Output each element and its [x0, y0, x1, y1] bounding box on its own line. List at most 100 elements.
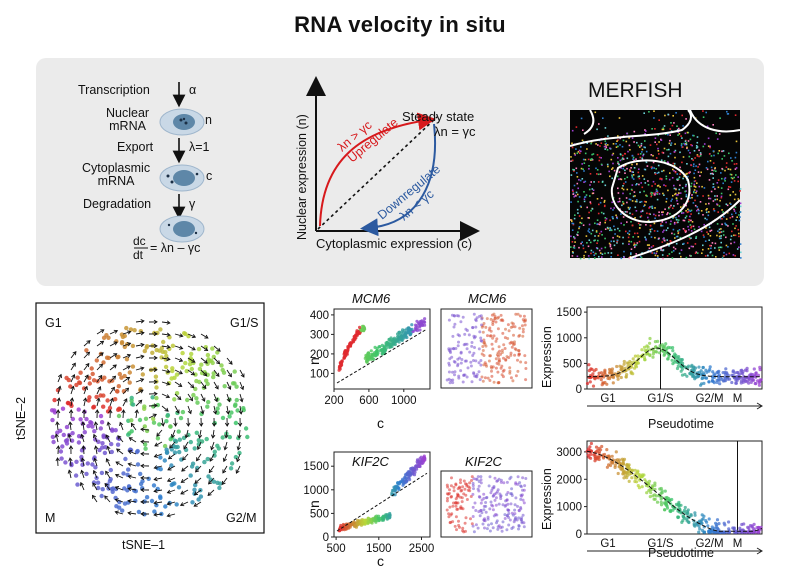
merfish-spot [705, 209, 708, 211]
merfish-spot [643, 205, 645, 207]
tsne-cell-point [107, 379, 112, 384]
merfish-spot [668, 253, 671, 255]
merfish-spot [578, 179, 580, 181]
spatial-point [460, 500, 464, 504]
tsne-cell-point [61, 432, 66, 438]
phase-point [401, 328, 405, 332]
merfish-spot [611, 216, 614, 218]
spatial-point [517, 349, 521, 353]
pseudotime-point [664, 503, 669, 507]
merfish-spot [624, 164, 627, 167]
merfish-spot [641, 158, 644, 161]
merfish-spot [599, 223, 601, 226]
merfish-spot [669, 152, 672, 155]
merfish-spot [626, 167, 628, 170]
y-tick-label: 1500 [303, 461, 329, 473]
tsne-cell-point [90, 424, 95, 429]
merfish-spot [733, 210, 736, 212]
tsne-cell-point [205, 352, 211, 358]
merfish-spot [606, 163, 609, 166]
tsne-cell-point [78, 370, 83, 375]
spatial-point [482, 508, 486, 512]
merfish-spot [603, 201, 606, 203]
velocity-arrow [57, 385, 62, 395]
merfish-spot [572, 246, 575, 249]
pseudotime-point [676, 515, 680, 520]
tsne-cell-point [63, 460, 68, 465]
spatial-point [491, 365, 495, 369]
merfish-spot [598, 156, 601, 159]
spatial-point [480, 317, 484, 321]
merfish-spot [615, 146, 618, 148]
merfish-spot [576, 182, 579, 185]
merfish-spot [574, 214, 576, 216]
tsne-cell-point [89, 366, 94, 371]
merfish-spot [720, 235, 722, 237]
merfish-spot [692, 165, 695, 168]
spatial-point [516, 312, 520, 316]
spatial-point [504, 358, 508, 362]
merfish-spot [575, 167, 578, 170]
y-tick-label: 2000 [556, 474, 582, 486]
velocity-arrow [83, 374, 89, 383]
merfish-spot [604, 204, 606, 207]
velocity-arrow [148, 403, 158, 408]
phase-point [363, 518, 367, 523]
merfish-spot [661, 211, 663, 213]
x-tick-label: 2500 [409, 543, 435, 555]
merfish-spot [690, 164, 693, 167]
pseudotime-point [715, 380, 719, 384]
merfish-spot [677, 231, 680, 233]
tsne-cell-point [115, 442, 121, 447]
velocity-arrow [212, 417, 217, 427]
tsne-cell-point [190, 461, 196, 466]
merfish-spot [675, 235, 678, 238]
pseudotime-point [601, 381, 605, 385]
merfish-spot [725, 218, 728, 220]
spatial-point [510, 321, 514, 325]
tsne-cell-point [168, 424, 173, 429]
tsne-cell-point [172, 438, 178, 443]
merfish-spot [663, 239, 666, 242]
phase-point [417, 464, 421, 468]
merfish-spot [589, 184, 591, 186]
merfish-spot [693, 189, 696, 191]
merfish-spot [589, 195, 591, 197]
merfish-spot [578, 215, 581, 217]
spatial-point [520, 494, 523, 498]
merfish-spot [715, 256, 717, 258]
pseudotime-point [734, 381, 739, 385]
velocity-arrow [166, 477, 176, 483]
merfish-spot [735, 225, 737, 227]
merfish-spot [649, 224, 652, 227]
phase-point [415, 458, 420, 462]
velocity-arrow [121, 409, 126, 419]
merfish-spot [571, 142, 573, 145]
merfish-nucleus-outline [610, 159, 691, 224]
merfish-spot [629, 149, 631, 151]
merfish-spot [672, 228, 675, 231]
merfish-spot [573, 195, 575, 198]
merfish-spot [638, 227, 641, 229]
merfish-spot [577, 200, 579, 203]
y-tick-label: 300 [310, 329, 329, 341]
pseudotime-point [758, 365, 762, 369]
merfish-spot [716, 182, 719, 184]
spatial-point [479, 481, 483, 485]
spatial-point [463, 521, 467, 525]
merfish-spot [710, 190, 713, 193]
tsne-cell-point [99, 420, 105, 425]
merfish-spot [598, 255, 600, 258]
velocity-arrow [96, 352, 104, 359]
merfish-spot [692, 245, 694, 248]
merfish-spot [611, 201, 613, 204]
merfish-spot [679, 236, 682, 239]
tsne-cell-point [165, 412, 171, 418]
spatial-point [506, 323, 510, 327]
velocity-arrow [122, 376, 131, 383]
merfish-spot [729, 217, 732, 219]
merfish-spot [681, 187, 684, 189]
merfish-spot [669, 212, 671, 215]
merfish-spot [717, 211, 719, 213]
